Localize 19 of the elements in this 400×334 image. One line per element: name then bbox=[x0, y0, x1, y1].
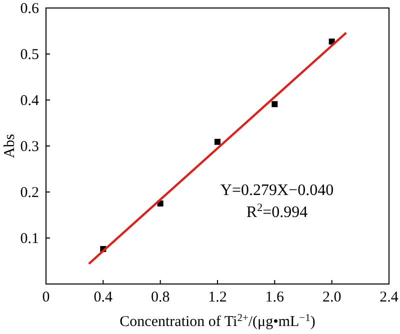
y-tick-label: 0.5 bbox=[20, 46, 39, 63]
annotation: R$^{2}$=0.994 bbox=[246, 202, 308, 221]
x-tick-label: 0.4 bbox=[94, 290, 114, 306]
x-tick-label: 0 bbox=[42, 290, 50, 306]
point bbox=[214, 138, 220, 145]
y-tick-label: 0.2 bbox=[20, 184, 39, 201]
x-tick-label: 1.2 bbox=[208, 290, 227, 306]
y-axis-title: Abs bbox=[2, 134, 18, 158]
x-tick-label: 2.0 bbox=[322, 290, 342, 306]
y-tick-label: 0.6 bbox=[20, 0, 40, 17]
point bbox=[272, 101, 278, 108]
x-axis-title: Concentration of Ti$^{2+}$/(μg•mL$^{−1}$) bbox=[120, 312, 316, 330]
annotation: Y=0.279X−0.040 bbox=[220, 182, 334, 199]
x-tick-label: 1.6 bbox=[265, 290, 285, 306]
y-tick-label: 0.3 bbox=[20, 138, 39, 155]
y-tick-label: 0.1 bbox=[20, 230, 39, 247]
x-tick-label: 0.8 bbox=[150, 290, 170, 306]
x-tick-label: 2.4 bbox=[380, 290, 399, 306]
y-tick-label: 0.4 bbox=[20, 92, 40, 109]
